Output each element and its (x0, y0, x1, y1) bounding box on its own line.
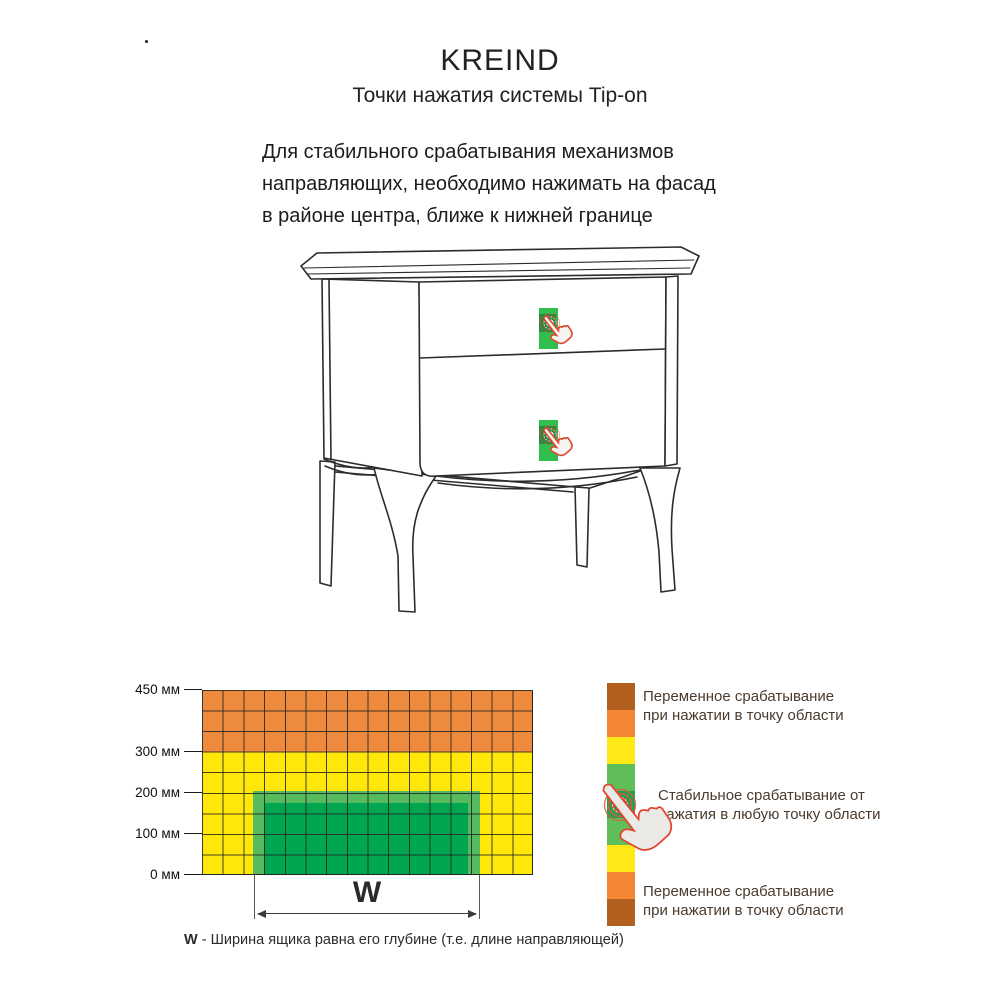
press-zone-chart (202, 690, 533, 875)
y-tickline (184, 751, 202, 753)
y-tick-200: 200 мм (135, 785, 180, 800)
y-tick-300: 300 мм (135, 744, 180, 759)
legend-color-segment (607, 764, 635, 791)
right-apron (589, 470, 641, 489)
legend-item-variable-top: Переменное срабатывание при нажатии в то… (643, 688, 844, 724)
ripple (542, 315, 558, 331)
nightstand-drawing (300, 246, 700, 613)
drawer-divider (419, 348, 666, 359)
legend-color-segment (607, 899, 635, 926)
w-dimension-label: W (352, 876, 382, 909)
left-apron (323, 458, 382, 476)
front-right-leg (639, 467, 681, 593)
y-tickline (184, 689, 202, 691)
rear-left-leg (319, 460, 336, 587)
press-strip (539, 308, 558, 349)
back-rail (334, 465, 576, 493)
y-tick-0: 0 мм (150, 867, 180, 882)
y-tick-100: 100 мм (135, 826, 180, 841)
press-point-top-drawer (537, 308, 576, 349)
side-panel (321, 278, 423, 477)
legend-color-segment (607, 791, 635, 818)
tap-hand-icon (537, 420, 576, 461)
w-footnote: W - Ширина ящика равна его глубине (т.е.… (184, 932, 624, 948)
legend-color-segment (607, 710, 635, 737)
legend-color-bar (607, 683, 635, 926)
y-tickline (184, 833, 202, 835)
ripple (542, 427, 558, 443)
press-point-bottom-drawer (537, 420, 576, 461)
y-tickline (184, 792, 202, 794)
right-stile (664, 275, 679, 467)
press-sensor-pad (539, 426, 556, 444)
sensor-grid (539, 314, 556, 332)
stray-dot (145, 40, 148, 43)
legend-color-segment (607, 683, 635, 710)
sensor-grid (539, 426, 556, 444)
front-apron (435, 469, 641, 490)
legend-color-segment (607, 737, 635, 764)
press-strip (539, 420, 558, 461)
w-dimension-arrow (257, 908, 477, 920)
w-footnote-term: W (184, 932, 198, 948)
legend-item-variable-bottom: Переменное срабатывание при нажатии в то… (643, 883, 844, 919)
side-panel-edge (328, 279, 332, 461)
legend-color-segment (607, 872, 635, 899)
drawer-front-face (418, 276, 667, 478)
rear-right-leg (574, 486, 590, 568)
grid-lines (202, 690, 533, 875)
front-left-leg (373, 467, 437, 613)
press-sensor-pad (539, 314, 556, 332)
w-extension-line-left (254, 875, 256, 919)
legend-item-stable: Стабильное срабатывание от нажатия в люб… (658, 787, 881, 823)
w-extension-line-right (479, 875, 481, 919)
y-tick-450: 450 мм (135, 682, 180, 697)
page-subtitle: Точки нажатия системы Tip-on (352, 84, 648, 107)
press-dot-burst (543, 428, 557, 442)
tap-hand-icon (537, 308, 576, 349)
intro-text: Для стабильного срабатывания механизмов … (262, 141, 716, 227)
ripple (539, 424, 561, 446)
press-dot (546, 431, 554, 439)
brand-title: KREIND (440, 44, 560, 77)
y-tickline (184, 874, 202, 876)
press-dot (546, 319, 554, 327)
ripple (539, 312, 561, 334)
legend-color-segment (607, 818, 635, 845)
w-footnote-text: - Ширина ящика равна его глубине (т.е. д… (197, 932, 624, 948)
top-crown (300, 246, 700, 280)
crown-molding-line (303, 259, 695, 275)
legend-color-segment (607, 845, 635, 872)
press-dot-burst (543, 316, 557, 330)
